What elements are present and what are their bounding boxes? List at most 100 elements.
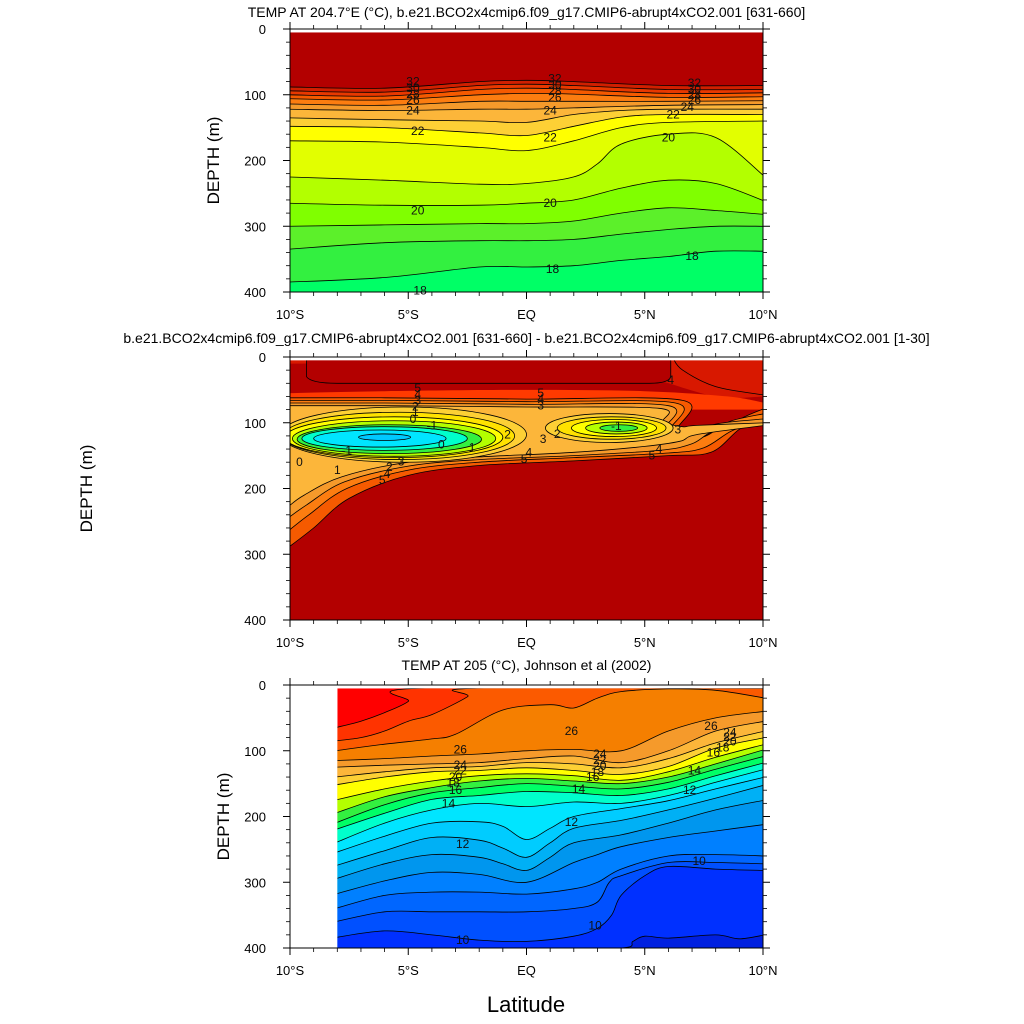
contour-label: 20 [593,759,607,773]
contour-field [290,32,763,292]
contour-line [337,769,763,843]
contour-line [290,132,763,185]
contour-label: 18 [591,765,605,779]
cooling-lens-east [599,424,639,432]
y-tick-label: 0 [259,350,266,365]
contour-label: 22 [411,124,425,138]
contour-line [290,179,763,206]
contour-label: 18 [716,740,730,754]
x-tick-label: 10°N [748,635,777,650]
contour-line [337,688,763,742]
x-tick-label: EQ [517,635,536,650]
contour-label: 26 [688,93,702,107]
contour-label: 2 [554,427,561,441]
contour-label: 32 [406,75,420,89]
y-tick-label: 0 [259,22,266,37]
no-data-strip [290,29,763,33]
contour-label: 12 [683,783,697,797]
contour-label: 30 [406,81,420,95]
contour-label: 3 [414,393,421,407]
contour-label: 28 [688,88,702,102]
y-tick-label: 100 [244,416,266,431]
no-data-region [290,685,338,948]
x-tick-label: 5°S [398,307,419,322]
contour-line [337,777,763,853]
y-tick-label: 300 [244,547,266,562]
contour-line [290,250,763,283]
contour-label: 0 [438,437,445,451]
contour-label: 30 [548,78,562,92]
contour-label: 16 [707,746,721,760]
contour-label: 4 [537,392,544,406]
contour-label: 3 [537,399,544,413]
contour-label: 22 [666,107,680,121]
contour-line [290,87,763,97]
contour-label: 1 [469,441,476,455]
contour-label: 3 [398,455,405,469]
contour-line [337,737,763,785]
contour-line [337,861,763,922]
contour-label: 24 [593,747,607,761]
contour-label: 12 [565,815,579,829]
band-9 [621,934,763,948]
contour-label: -1 [611,419,622,433]
y-axis-label: DEPTH (m) [204,117,223,205]
contour-line [337,721,763,768]
contour-label: 22 [723,730,737,744]
no-data-strip [290,357,763,361]
contour-line [290,79,763,89]
y-axis-label: DEPTH (m) [77,445,96,533]
contour-label: 3 [540,432,547,446]
x-tick-label: 5°S [398,635,419,650]
contour-label: 18 [685,249,699,263]
contour-label: 20 [723,735,737,749]
y-tick-label: 300 [244,219,266,234]
y-tick-label: 400 [244,941,266,956]
x-tick-label: EQ [517,963,536,978]
contour-line [290,108,763,124]
x-tick-label: 10°N [748,307,777,322]
contour-label: 20 [449,770,463,784]
y-tick-label: 200 [244,810,266,825]
contour-label: 26 [704,719,718,733]
contour-label: 14 [688,763,702,777]
contour-label: 28 [548,84,562,98]
contour-label: 32 [688,76,702,90]
contour-line [673,360,763,396]
contour-label: 24 [723,725,737,739]
contour-line [290,104,763,111]
contour-label: 14 [572,782,586,796]
contour-label: 5 [379,473,386,487]
contour-label: 4 [414,387,421,401]
contour-label: 10 [588,919,602,933]
contour-label: 16 [586,770,600,784]
contour-line [337,865,763,943]
contour-label: 22 [593,753,607,767]
contour-line [337,749,763,813]
contour-label: 18 [447,775,461,789]
contour-line [337,731,763,778]
y-tick-label: 300 [244,875,266,890]
y-tick-label: 100 [244,88,266,103]
contour-line [290,225,763,250]
contour-field [290,360,763,620]
x-tick-label: 5°N [634,963,656,978]
contour-label: 5 [414,381,421,395]
y-tick-label: 100 [244,744,266,759]
x-axis-label: Latitude [487,992,565,1017]
contour-field [337,688,763,948]
contour-label: 4 [656,442,663,456]
cooling-lens-west [358,433,412,441]
contour-label: 26 [548,90,562,104]
contour-label: 32 [548,71,562,85]
contour-label: 26 [406,93,420,107]
contour-label: 2 [412,399,419,413]
contour-label: 5 [649,449,656,463]
y-tick-label: 0 [259,678,266,693]
contour-label: 5 [537,386,544,400]
contour-label: 24 [406,104,420,118]
contour-label: 10 [456,933,470,947]
